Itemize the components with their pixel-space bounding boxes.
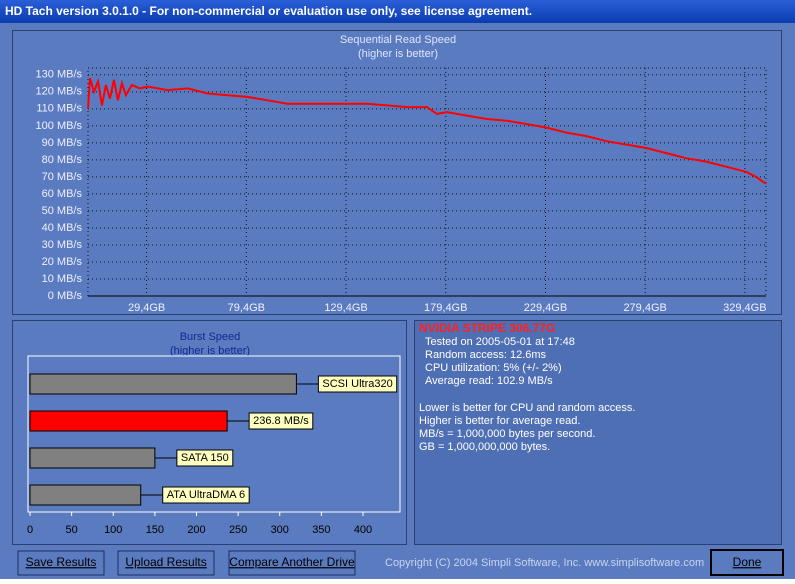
x-tick-label: 129,4GB [324, 302, 367, 314]
x-tick-label: 329,4GB [723, 302, 766, 314]
x-tick-label: 279,4GB [623, 302, 666, 314]
y-tick-label: 90 MB/s [42, 137, 83, 149]
chart-title: Sequential Read Speed [340, 34, 456, 46]
info-line: Random access: 12.6ms [425, 349, 547, 361]
button[interactable] [17, 550, 105, 576]
x-tick-label: 250 [229, 524, 247, 536]
bar [29, 447, 156, 469]
info-note: GB = 1,000,000,000 bytes. [419, 441, 550, 453]
button-label[interactable]: Upload Results [125, 555, 206, 569]
x-tick-label: 400 [354, 524, 372, 536]
bar [29, 484, 142, 506]
x-tick-label: 300 [271, 524, 289, 536]
y-tick-label: 130 MB/s [36, 69, 83, 81]
done-label[interactable]: Done [733, 555, 762, 569]
y-tick-label: 120 MB/s [36, 86, 83, 98]
button-label[interactable]: Compare Another Drive [229, 555, 355, 569]
button[interactable] [117, 550, 215, 576]
y-tick-label: 10 MB/s [42, 273, 83, 285]
y-tick-label: 30 MB/s [42, 239, 83, 251]
x-tick-label: 350 [312, 524, 330, 536]
x-tick-label: 50 [66, 524, 78, 536]
info-line: Average read: 102.9 MB/s [425, 375, 553, 387]
x-tick-label: 100 [104, 524, 122, 536]
chart-title: Burst Speed [180, 331, 241, 343]
x-tick-label: 150 [146, 524, 164, 536]
info-line: CPU utilization: 5% (+/- 2%) [425, 362, 562, 374]
panel [12, 30, 782, 315]
info-note: MB/s = 1,000,000 bytes per second. [419, 428, 595, 440]
y-tick-label: 20 MB/s [42, 256, 83, 268]
bar [29, 410, 228, 432]
y-tick-label: 50 MB/s [42, 205, 83, 217]
plot-frame [27, 355, 401, 513]
done-button[interactable] [710, 549, 784, 576]
bar-label: ATA UltraDMA 6 [167, 489, 245, 501]
x-tick-label: 29,4GB [128, 302, 165, 314]
info-note: Higher is better for average read. [419, 415, 580, 427]
bar-label-box [248, 412, 314, 430]
panel [12, 320, 407, 545]
bar-label-box [162, 486, 250, 504]
y-tick-label: 110 MB/s [36, 103, 82, 115]
info-line: Tested on 2005-05-01 at 17:48 [425, 336, 575, 348]
y-tick-label: 0 MB/s [48, 290, 83, 302]
title-bar [0, 0, 795, 23]
bar-label: SCSI Ultra320 [322, 378, 392, 390]
read-speed-line [87, 77, 767, 185]
x-tick-label: 200 [187, 524, 205, 536]
button-label[interactable]: Save Results [26, 555, 97, 569]
x-tick-label: 79,4GB [228, 302, 265, 314]
bar [29, 373, 297, 395]
x-tick-label: 179,4GB [424, 302, 467, 314]
drive-name: NVIDIA STRIPE 306.77G [419, 321, 555, 335]
y-tick-label: 100 MB/s [36, 120, 83, 132]
y-tick-label: 40 MB/s [42, 222, 83, 234]
chart-subtitle: (higher is better) [358, 48, 438, 60]
window-title: HD Tach version 3.0.1.0 - For non-commer… [5, 4, 532, 18]
bar-label: 236.8 MB/s [253, 415, 309, 427]
y-tick-label: 80 MB/s [42, 154, 83, 166]
x-tick-label: 0 [27, 524, 33, 536]
y-tick-label: 60 MB/s [42, 188, 83, 200]
bar-label-box [176, 449, 234, 467]
bar-label-box [317, 375, 398, 393]
button[interactable] [228, 550, 356, 576]
y-tick-label: 70 MB/s [42, 171, 83, 183]
info-note: Lower is better for CPU and random acces… [419, 402, 635, 414]
info-panel [414, 320, 782, 545]
copyright: Copyright (C) 2004 Simpli Software, Inc.… [385, 557, 704, 569]
chart-subtitle: (higher is better) [170, 345, 250, 357]
x-tick-label: 229,4GB [524, 302, 567, 314]
bar-label: SATA 150 [181, 452, 229, 464]
